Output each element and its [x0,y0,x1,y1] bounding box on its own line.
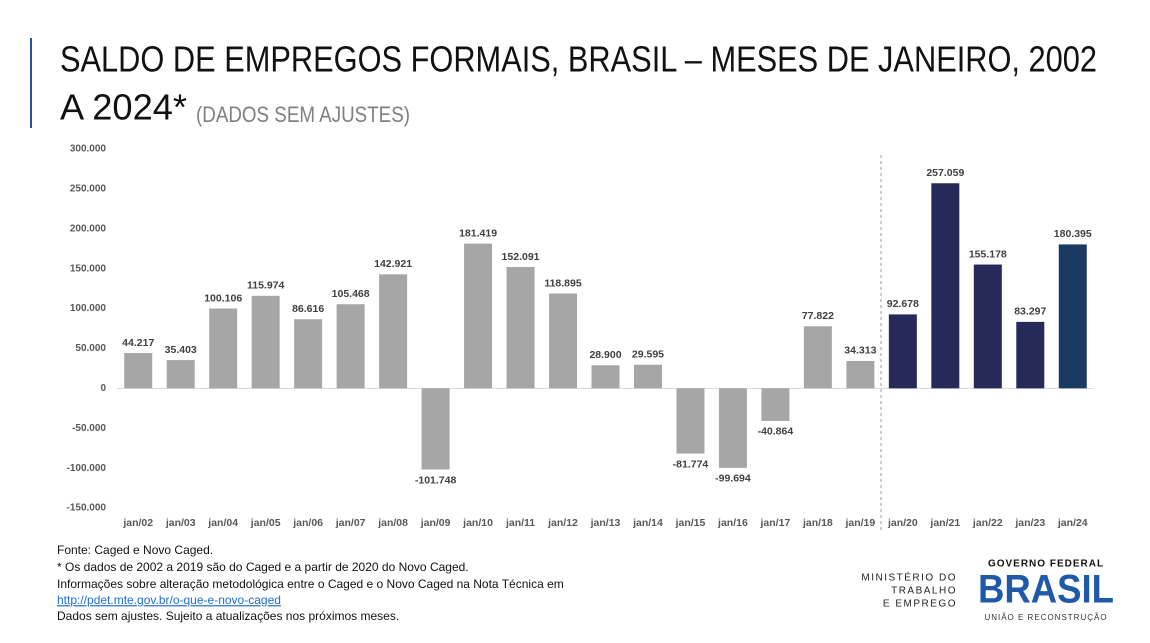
note: Fonte: Caged e Novo Caged. [57,543,213,557]
x-tick-label: jan/08 [377,517,408,529]
bar [973,264,1002,389]
x-tick-label: jan/20 [887,517,918,529]
x-tick-label: jan/05 [250,517,281,529]
x-tick-label: jan/03 [165,517,196,529]
bar [1058,244,1087,389]
chart-title: A 2024* [60,87,187,128]
bar [549,293,578,389]
bar [846,360,875,389]
data-label: 83.297 [1014,306,1046,318]
government-logo: GOVERNO FEDERAL [988,559,1104,570]
y-tick-label: 100.000 [70,303,107,314]
y-tick-label: -150.000 [67,503,107,514]
note-link[interactable]: http://pdet.mte.gov.br/o-que-e-novo-cage… [57,593,281,607]
x-tick-label: jan/17 [760,517,791,529]
chart-title: SALDO DE EMPREGOS FORMAIS, BRASIL – MESE… [60,39,1097,80]
data-label: 142.921 [374,258,412,270]
data-label: 181.419 [459,227,497,239]
bar [209,308,238,389]
x-tick-label: jan/04 [207,517,238,529]
bar [294,319,323,389]
x-tick-label: jan/02 [122,517,153,529]
data-label: 180.395 [1054,228,1092,240]
x-tick-label: jan/12 [547,517,578,529]
y-tick-label: -50.000 [72,423,106,434]
x-tick-label: jan/24 [1057,517,1088,529]
data-label: 155.178 [969,248,1007,260]
x-tick-label: jan/18 [802,517,833,529]
data-label: 92.678 [887,298,919,310]
data-label: 152.091 [502,251,540,263]
bar [166,360,195,389]
note: Dados sem ajustes. Sujeito a atualizaçõe… [57,609,399,623]
bar [931,183,960,389]
y-tick-label: 250.000 [70,184,107,195]
bar [1016,321,1045,389]
y-tick-label: 150.000 [70,263,107,274]
x-tick-label: jan/19 [844,517,875,529]
x-tick-label: jan/10 [462,517,493,529]
x-tick-label: jan/23 [1014,517,1045,529]
bar [633,364,662,389]
data-label: 34.313 [844,345,876,357]
data-label: 86.616 [292,303,324,315]
bar [676,388,705,454]
y-tick-label: 0 [100,383,106,394]
x-tick-label: jan/14 [632,517,663,529]
bar [124,353,153,389]
note: * Os dados de 2002 a 2019 são do Caged e… [57,560,469,574]
bar [506,266,535,389]
data-label: -40.864 [758,426,794,438]
bar [761,388,790,421]
brand-tagline: UNIÃO E RECONSTRUÇÃO [984,613,1107,622]
ministry-logo: E EMPREGO [883,599,957,610]
data-label: 118.895 [544,277,582,289]
ministry-logo: TRABALHO [891,586,957,597]
x-tick-label: jan/09 [420,517,451,529]
data-label: 44.217 [122,337,154,349]
x-tick-label: jan/07 [335,517,366,529]
bar [379,274,408,389]
y-tick-label: 200.000 [70,223,107,234]
x-tick-label: jan/22 [972,517,1003,529]
brand-logo: BRASIL [978,568,1114,612]
note: Informações sobre alteração metodológica… [57,577,564,591]
data-label: 257.059 [926,167,964,179]
x-tick-label: jan/06 [292,517,323,529]
data-label: -99.694 [715,473,751,485]
bar [421,388,450,470]
bar [803,326,832,389]
chart-subtitle: (DADOS SEM AJUSTES) [196,102,410,127]
x-tick-label: jan/11 [505,517,535,529]
data-label: 115.974 [247,280,285,292]
x-tick-label: jan/16 [717,517,748,529]
data-label: 100.106 [204,292,242,304]
data-label: 35.403 [165,344,197,356]
data-label: 77.822 [802,310,834,322]
ministry-logo: MINISTÉRIO DO [861,571,957,584]
bar [718,388,747,468]
data-label: 29.595 [632,349,664,361]
bar [336,304,365,389]
y-tick-label: 50.000 [75,343,106,354]
x-tick-label: jan/15 [675,517,706,529]
data-label: 105.468 [332,288,370,300]
x-tick-label: jan/13 [590,517,621,529]
x-tick-label: jan/21 [929,517,960,529]
bar [591,365,620,389]
data-label: 28.900 [589,349,621,361]
accent-bar [30,38,32,128]
bar [888,314,917,389]
data-label: -101.748 [415,474,457,486]
y-tick-label: 300.000 [70,144,107,155]
bar [464,243,493,389]
y-tick-label: -100.000 [67,463,107,474]
data-label: -81.774 [673,458,709,470]
bar [251,295,280,389]
